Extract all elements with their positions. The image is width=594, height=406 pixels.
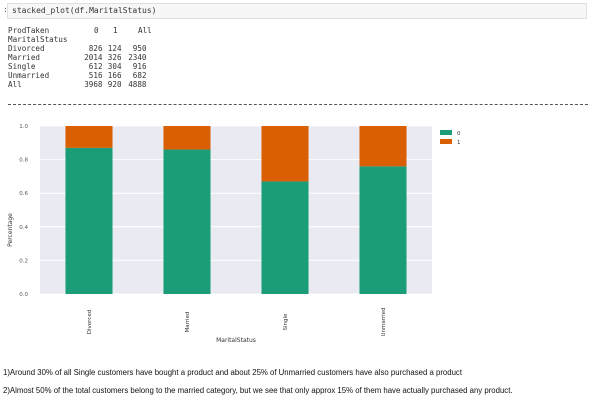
y-axis-label: Percentage xyxy=(7,213,14,247)
y-tick-label: 0.6 xyxy=(19,191,28,197)
legend-swatch-1 xyxy=(440,139,452,144)
separator-line xyxy=(8,104,588,105)
bar-single-series-1 xyxy=(261,126,309,182)
crosstab-output: ProdTaken 0 1 All MaritalStatus Divorced… xyxy=(8,26,208,102)
crosstab-cell: 612 xyxy=(88,62,103,71)
legend-label: 1 xyxy=(457,140,461,146)
x-tick-label: Unmarried xyxy=(381,307,387,336)
note-1: 1)Around 30% of all Single customers hav… xyxy=(3,368,462,377)
col-header-0: 0 xyxy=(94,26,99,35)
y-tick-label: 0.4 xyxy=(19,225,28,231)
bar-divorced-series-0 xyxy=(65,147,113,294)
y-tick-label: 0.2 xyxy=(19,258,28,264)
crosstab-cell: 2340 xyxy=(128,53,147,62)
code-cell[interactable]: : stacked_plot(df.MaritalStatus) xyxy=(3,3,587,19)
stacked-bar-chart: 0.0 0.2 0.4 0.6 0.8 1.0 Divorced Married Single U… xyxy=(7,124,461,344)
x-tick-label: Divorced xyxy=(87,310,93,334)
crosstab-cell: 516 xyxy=(88,71,103,80)
crosstab-cell: 166 xyxy=(107,71,122,80)
bar-single-series-0 xyxy=(261,181,309,294)
bar-married-series-1 xyxy=(163,126,211,150)
bar-divorced-series-1 xyxy=(65,126,113,148)
crosstab-row-label: Unmarried xyxy=(8,71,50,80)
col-header-1: 1 xyxy=(113,26,118,35)
x-tick-label: Married xyxy=(185,312,191,333)
y-tick-label: 1.0 xyxy=(19,124,28,130)
crosstab-cell: 3968 xyxy=(84,80,103,89)
legend-swatch-0 xyxy=(440,130,452,135)
note-2: 2)Almost 50% of the total customers belo… xyxy=(3,386,513,395)
crosstab-cell: 826 xyxy=(88,44,103,53)
x-axis-label: MaritalStatus xyxy=(216,337,256,344)
crosstab-cell: 4888 xyxy=(128,80,147,89)
crosstab-cell: 916 xyxy=(132,62,147,71)
crosstab-cell: 124 xyxy=(107,44,122,53)
bar-unmarried-series-1 xyxy=(359,126,407,167)
crosstab-row-label: Single xyxy=(8,62,36,71)
crosstab-cell: 920 xyxy=(107,80,122,89)
y-tick-label: 0.8 xyxy=(19,158,28,164)
crosstab-cell: 326 xyxy=(107,53,122,62)
col-header-all: All xyxy=(138,26,152,35)
row-header-label: MaritalStatus xyxy=(8,35,68,44)
code-input[interactable]: stacked_plot(df.MaritalStatus) xyxy=(12,6,157,15)
crosstab-row-label: All xyxy=(8,80,22,89)
crosstab-cell: 682 xyxy=(132,71,147,80)
y-tick-label: 0.0 xyxy=(19,292,28,298)
crosstab-cell: 950 xyxy=(132,44,147,53)
crosstab-cell: 304 xyxy=(107,62,122,71)
crosstab-cell: 2014 xyxy=(84,53,103,62)
legend-label: 0 xyxy=(457,131,461,137)
col-header-label: ProdTaken xyxy=(8,26,50,35)
cell-prompt: : xyxy=(3,5,8,14)
crosstab-row-label: Divorced xyxy=(8,44,45,53)
crosstab-row-label: Married xyxy=(8,53,41,62)
bar-unmarried-series-0 xyxy=(359,166,407,294)
bar-married-series-0 xyxy=(163,149,211,294)
x-tick-label: Single xyxy=(283,313,289,331)
